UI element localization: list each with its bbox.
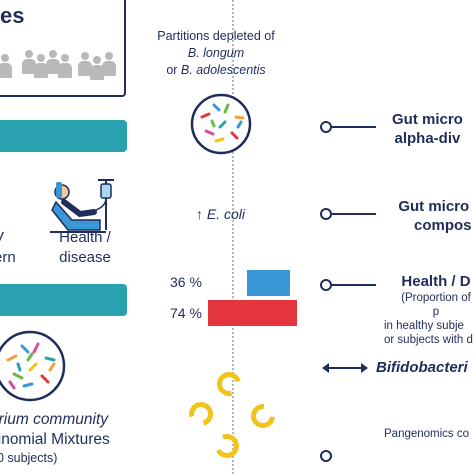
partitions-caption: Partitions depleted of B. longum or B. a…	[157, 29, 275, 77]
teal-section-bar-top	[0, 120, 127, 152]
cohort-heading: es	[0, 3, 25, 28]
health-disease-label: Health / disease	[59, 229, 111, 266]
bar1	[247, 270, 290, 296]
health-disease-outcome: Health / D (Proportion of p in healthy s…	[384, 273, 473, 346]
hospital-patient-icon	[50, 179, 114, 233]
gut-composition-label: Gut micro compos	[398, 198, 472, 234]
connector-dot-1	[320, 121, 332, 133]
pangenomics-label: Pangenomics co	[384, 428, 470, 440]
people-group-icon	[0, 48, 120, 88]
bacteria-community-icon	[0, 330, 66, 402]
connector-dot-4	[320, 450, 332, 462]
bar2-percent-label: 74 %	[170, 305, 202, 321]
connector-dot-3	[320, 279, 332, 291]
bifidobacterium-label: Bifidobacteri	[376, 359, 468, 376]
circular-genome-icon	[184, 367, 285, 462]
ecoli-label: ↑ E. coli	[196, 206, 246, 222]
col1-label: V ern	[0, 229, 16, 266]
double-arrow-icon	[322, 363, 368, 373]
connector-line-3	[332, 284, 376, 286]
connector-line-1	[332, 126, 376, 128]
bacteria-petri-dish-icon	[190, 93, 252, 155]
bar2	[208, 300, 297, 326]
bar1-percent-label: 36 %	[170, 274, 202, 290]
teal-section-bar-bottom	[0, 284, 127, 316]
panel-divider	[232, 0, 234, 474]
connector-dot-2	[320, 208, 332, 220]
community-caption: erium community ltinomial Mixtures 00 su…	[0, 411, 110, 465]
gut-alpha-diversity-label: Gut micro alpha-div	[392, 111, 463, 147]
connector-line-2	[332, 213, 376, 215]
cohort-box	[0, 0, 126, 97]
